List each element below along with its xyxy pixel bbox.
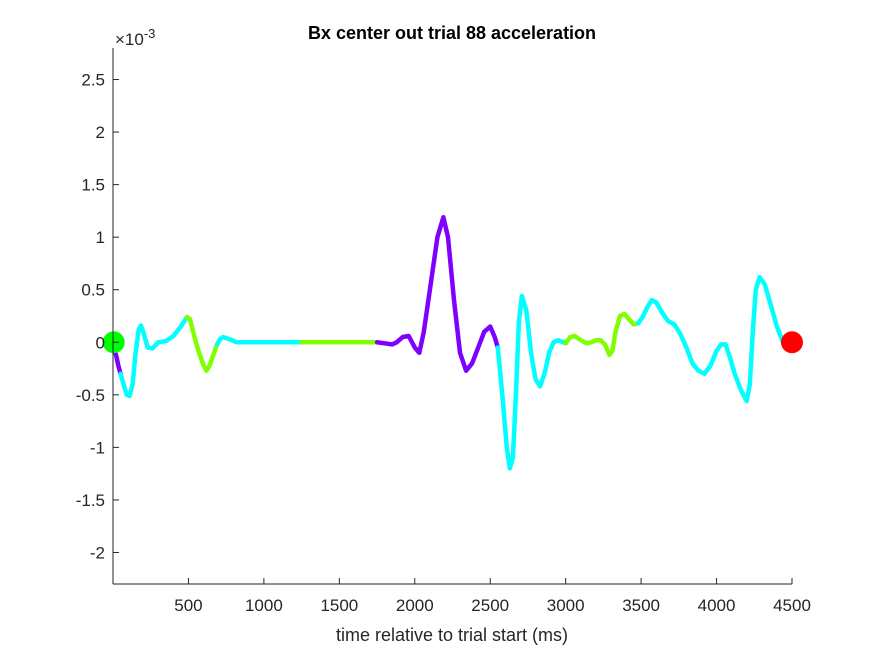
trace-segment-purple	[374, 214, 501, 373]
trace-segment-cyan	[635, 274, 795, 404]
x-tick-label: 3000	[547, 596, 585, 615]
y-axis: -2 -1.5 -1 -0.5 0 0.5 1 1.5 2 2.5	[76, 48, 119, 584]
y-tick-label: 0	[96, 333, 105, 352]
trace-segment-green	[563, 311, 641, 358]
x-tick-label: 1500	[320, 596, 358, 615]
x-axis-label: time relative to trial start (ms)	[336, 625, 568, 645]
x-axis: 500 1000 1500 2000 2500 3000 3500 4000 4500	[113, 578, 811, 615]
y-exponent-label: ×10-3	[115, 26, 155, 49]
y-tick-label: 1.5	[81, 176, 105, 195]
x-tick-label: 4500	[773, 596, 811, 615]
y-tick-label: 2.5	[81, 71, 105, 90]
end-marker	[781, 331, 803, 354]
trace-segment-cyan	[214, 334, 304, 347]
x-tick-label: 2000	[396, 596, 434, 615]
x-tick-label: 3500	[622, 596, 660, 615]
y-tick-label: -1.5	[76, 491, 105, 510]
y-tick-label: -1	[90, 438, 105, 457]
x-tick-label: 1000	[245, 596, 283, 615]
plot-area	[102, 214, 803, 471]
trace-segment-cyan	[495, 293, 568, 471]
y-tick-label: 1	[96, 228, 105, 247]
y-tick-label: -2	[90, 543, 105, 562]
trace-segment-green	[184, 314, 220, 373]
y-tick-label: 0.5	[81, 281, 105, 300]
trace-segment-cyan	[118, 314, 190, 399]
x-tick-label: 2500	[471, 596, 509, 615]
x-tick-label: 4000	[698, 596, 736, 615]
x-tick-label: 500	[174, 596, 202, 615]
chart-title: Bx center out trial 88 acceleration	[308, 23, 596, 43]
y-tick-label: -0.5	[76, 386, 105, 405]
y-tick-label: 2	[96, 123, 105, 142]
